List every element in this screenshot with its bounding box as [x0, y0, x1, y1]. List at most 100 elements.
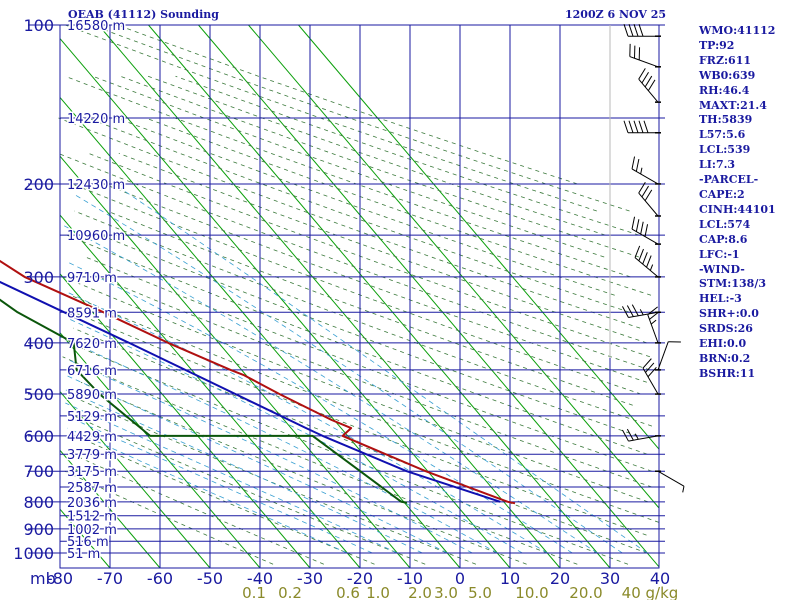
dry-adiabat [58, 117, 641, 329]
pressure-unit-label: mb [30, 569, 56, 588]
isotherm-line [59, 508, 111, 569]
wind-barb [655, 341, 681, 371]
index-item: -WIND- [699, 262, 745, 276]
index-item: RH:46.4 [699, 83, 750, 97]
dry-adiabat [57, 152, 650, 371]
pressure-tick-label: 300 [23, 268, 54, 287]
pressure-tick-label: 1000 [13, 544, 54, 563]
index-item: BRN:0.2 [699, 351, 751, 365]
pressure-tick-label: 200 [23, 175, 54, 194]
height-label: 1512 m [67, 510, 117, 525]
moist-adiabat [64, 225, 598, 554]
height-label: 10960 m [67, 229, 125, 244]
stability-indices: WMO:41112 TP:92 FRZ:611 WB0:639 RH:46.4 MAXT:… [699, 24, 776, 382]
dry-adiabat [73, 327, 648, 554]
temperature-tick-label: -50 [197, 569, 223, 588]
dry-adiabat [69, 342, 629, 565]
wind-barb [631, 156, 661, 185]
pressure-tick-label: 700 [23, 462, 54, 481]
wind-barb [621, 304, 661, 318]
dry-adiabat [103, 183, 647, 383]
index-item: MAXT:21.4 [699, 98, 767, 112]
dry-adiabat [73, 415, 426, 565]
wind-barb [631, 216, 661, 245]
moist-adiabat [65, 374, 448, 554]
dry-adiabat [118, 152, 647, 344]
moist-adiabat [113, 183, 648, 554]
sounding-traces [0, 259, 516, 505]
pressure-tick-label: 800 [23, 493, 54, 512]
mixing-ratio-label: 20.0 [569, 584, 602, 600]
chart-title: OEAB (41112) Sounding [68, 8, 219, 21]
index-item: CAP:8.6 [699, 232, 748, 246]
mixing-ratio-label: 0.2 [278, 584, 302, 600]
wind-barb-column [621, 24, 685, 493]
wind-barb [629, 43, 661, 68]
dry-adiabat [64, 470, 274, 565]
temperature-trace [0, 259, 516, 505]
index-item: EHI:0.0 [699, 337, 747, 351]
mixing-ratio-label: 3.0 [434, 584, 458, 600]
isotherm-line [98, 24, 561, 569]
dry-adiabat [100, 234, 638, 437]
dry-adiabat [73, 311, 647, 536]
height-label: 14220 m [67, 112, 125, 127]
temperature-tick-label: -70 [97, 569, 123, 588]
dry-adiabat [80, 381, 527, 565]
dry-adiabat [88, 152, 651, 358]
pressure-tick-label: 600 [23, 427, 54, 446]
temperature-tick-label: 0 [455, 569, 465, 588]
dry-adiabat [85, 256, 652, 472]
moist-adiabat-lines [60, 183, 648, 554]
parcel-trace [0, 280, 501, 503]
temperature-tick-label: -30 [297, 569, 323, 588]
wind-barb [623, 24, 661, 37]
index-item: LCL:539 [699, 143, 751, 157]
observation-time: 1200Z 6 NOV 25 [565, 8, 667, 21]
height-label: 5890 m [67, 388, 117, 403]
height-label: 16580 m [67, 19, 125, 34]
height-label: 5129 m [67, 410, 117, 425]
isotherm-line [148, 24, 611, 569]
temperature-tick-label: -20 [347, 569, 373, 588]
height-label: 516 m [67, 535, 109, 550]
mixing-ratio-label: 0.1 [242, 584, 266, 600]
dry-adiabat [120, 75, 639, 258]
height-label: 51 m [67, 547, 100, 562]
mixing-ratio-label: 5.0 [468, 584, 492, 600]
wind-barb [647, 306, 661, 344]
temperature-tick-label: -60 [147, 569, 173, 588]
moist-adiabat [65, 402, 398, 554]
height-label: 12430 m [67, 178, 125, 193]
dry-adiabat [106, 210, 633, 406]
dewpoint-trace [0, 298, 408, 504]
index-item: FRZ:611 [699, 53, 752, 67]
temperature-tick-label: 10 [500, 569, 520, 588]
temperature-tick-label: -80 [47, 569, 73, 588]
index-item: CAPE:2 [699, 187, 745, 201]
height-label: 2036 m [67, 496, 117, 511]
dry-adiabat [70, 294, 660, 523]
dry-adiabat [66, 393, 477, 565]
wind-barb [642, 358, 661, 395]
index-item: TP:92 [699, 38, 735, 52]
wind-barb [638, 181, 661, 217]
dry-adiabat [145, 117, 652, 296]
wind-barb [621, 428, 661, 442]
index-item: HEL:-3 [699, 292, 742, 306]
height-label: 2587 m [67, 481, 117, 496]
wind-barb [638, 68, 661, 103]
isotherm-line [248, 24, 660, 509]
mixing-ratio-label: 10.0 [515, 584, 548, 600]
dry-adiabat [147, 75, 606, 236]
wind-barb [623, 120, 661, 134]
mixing-ratio-label: 1.0 [366, 584, 390, 600]
index-item: SRDS:26 [699, 322, 753, 336]
dry-adiabat [64, 75, 631, 278]
moist-adiabat [67, 359, 473, 554]
height-label: 6716 m [67, 364, 117, 379]
temperature-tick-label: -10 [397, 569, 423, 588]
moist-adiabat [64, 389, 423, 554]
